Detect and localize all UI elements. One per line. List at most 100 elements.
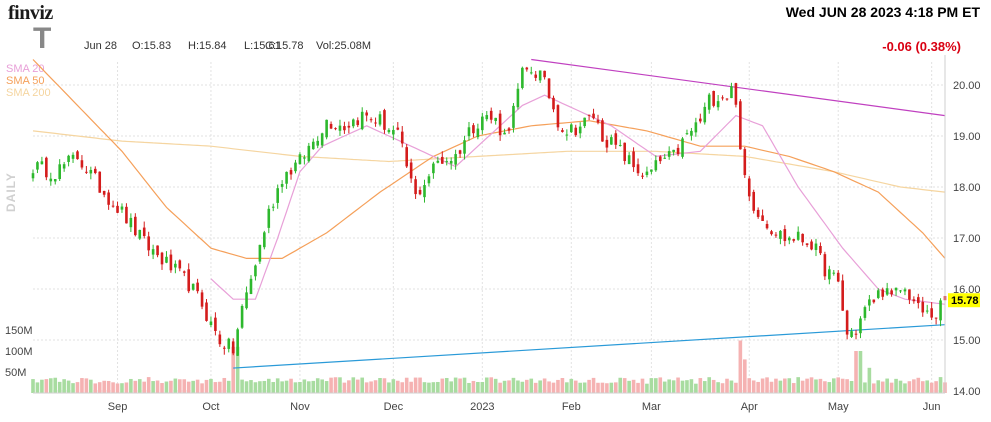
candle-body	[734, 83, 738, 105]
volume-bar	[565, 382, 569, 393]
last-price-tag	[948, 293, 980, 308]
x-tick-label: Jun	[923, 401, 941, 413]
volume-bar	[863, 382, 867, 393]
chart-axes: 14.00 15.00 16.00 17.00 18.00 19.00 20.00 Sep Oc…	[5, 55, 981, 413]
volume-bar	[186, 381, 191, 393]
candle-body	[325, 119, 328, 138]
volume-bar	[872, 383, 876, 393]
volume-bar	[476, 381, 480, 393]
volume-bar	[115, 383, 120, 393]
candle-body	[289, 170, 293, 175]
candle-body	[578, 126, 582, 134]
sma20-line	[210, 94, 946, 305]
candle-body	[658, 156, 662, 162]
candle-body	[369, 119, 373, 121]
candle-body	[53, 179, 57, 182]
candle-body	[521, 67, 524, 88]
volume-bar	[787, 378, 792, 393]
candle-body	[525, 67, 529, 70]
candle-body	[338, 125, 342, 131]
volume-bar	[867, 367, 872, 393]
legend-sma20: SMA 20	[6, 63, 45, 75]
candle-body	[298, 154, 302, 165]
candle-body	[779, 230, 782, 239]
candle-body	[481, 116, 484, 131]
moving-averages	[32, 59, 946, 305]
finviz-logo[interactable]: finviz	[8, 2, 53, 24]
candle-body	[276, 188, 279, 203]
volume-bar	[151, 381, 155, 393]
ohlc-date: Jun 28	[84, 40, 118, 52]
price-tick-label: 18.00	[953, 182, 981, 194]
volume-bar	[702, 381, 707, 393]
volume-bar	[93, 383, 98, 393]
candle-body	[721, 97, 724, 99]
volume-bar	[382, 378, 387, 393]
volume-bar	[369, 381, 373, 393]
trendlines	[233, 58, 946, 369]
volume-bar	[284, 380, 289, 393]
volume-bar	[80, 378, 84, 393]
volume-bar	[676, 377, 680, 393]
volume-bar	[880, 381, 885, 393]
candle-body	[409, 162, 413, 179]
candle-body	[374, 122, 377, 124]
ohlc-low: L:15.61	[244, 40, 281, 52]
candle-body	[565, 134, 569, 136]
candle-body	[618, 144, 622, 146]
volume-bar	[689, 379, 694, 393]
volume-bar	[320, 379, 324, 393]
volume-bar	[53, 377, 58, 393]
candle-body	[650, 169, 653, 172]
volume-bar	[854, 351, 858, 393]
candle-body	[756, 209, 760, 217]
candle-body	[427, 176, 431, 184]
x-tick-label: Nov	[290, 401, 310, 413]
candle-body	[263, 232, 266, 248]
candle-body	[934, 317, 938, 319]
volume-bar	[364, 382, 369, 393]
candle-body	[627, 155, 631, 165]
volume-bar	[658, 377, 663, 393]
volume-bar	[97, 382, 102, 393]
candle-body	[134, 216, 137, 236]
volume-bars	[31, 340, 947, 393]
volume-bar	[200, 383, 204, 393]
candle-body	[725, 98, 729, 100]
candle-body	[596, 119, 600, 123]
candle-body	[76, 151, 79, 160]
candle-body	[885, 288, 889, 295]
candle-body	[507, 128, 511, 131]
candle-body	[503, 132, 506, 135]
candle-body	[449, 160, 453, 164]
candle-body	[307, 145, 311, 162]
volume-bar	[102, 380, 106, 393]
volume-bar	[516, 380, 520, 393]
volume-bar	[391, 379, 396, 393]
candle-body	[747, 178, 751, 197]
volume-tick-label: 50M	[5, 367, 26, 379]
candle-body	[89, 169, 93, 174]
volume-bar	[636, 382, 640, 393]
volume-bar	[938, 377, 943, 393]
volume-bar	[720, 383, 725, 393]
volume-bar	[729, 380, 734, 393]
volume-bar	[173, 378, 178, 393]
volume-bar	[827, 382, 832, 393]
candle-body	[240, 305, 244, 328]
candle-body	[814, 243, 818, 251]
candle-body	[80, 160, 84, 168]
candle-body	[859, 318, 862, 334]
candle-body	[903, 289, 907, 292]
volume-bar	[858, 351, 863, 393]
candle-body	[792, 239, 796, 241]
volume-bar	[342, 382, 347, 393]
candle-body	[387, 129, 391, 133]
volume-bar	[133, 380, 138, 393]
candle-body	[440, 156, 444, 164]
volume-bar	[427, 382, 431, 393]
candle-body	[45, 157, 48, 178]
volume-bar	[774, 378, 778, 393]
volume-bar	[934, 381, 938, 393]
